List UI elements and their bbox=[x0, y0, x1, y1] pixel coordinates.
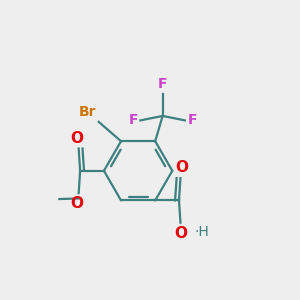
Text: O: O bbox=[174, 226, 187, 241]
Text: O: O bbox=[176, 160, 188, 175]
Text: F: F bbox=[158, 77, 167, 91]
Text: O: O bbox=[71, 196, 84, 211]
Text: Br: Br bbox=[78, 105, 96, 119]
Text: F: F bbox=[128, 113, 138, 128]
Text: O: O bbox=[71, 130, 84, 146]
Text: F: F bbox=[187, 113, 197, 128]
Text: ·H: ·H bbox=[195, 225, 209, 239]
